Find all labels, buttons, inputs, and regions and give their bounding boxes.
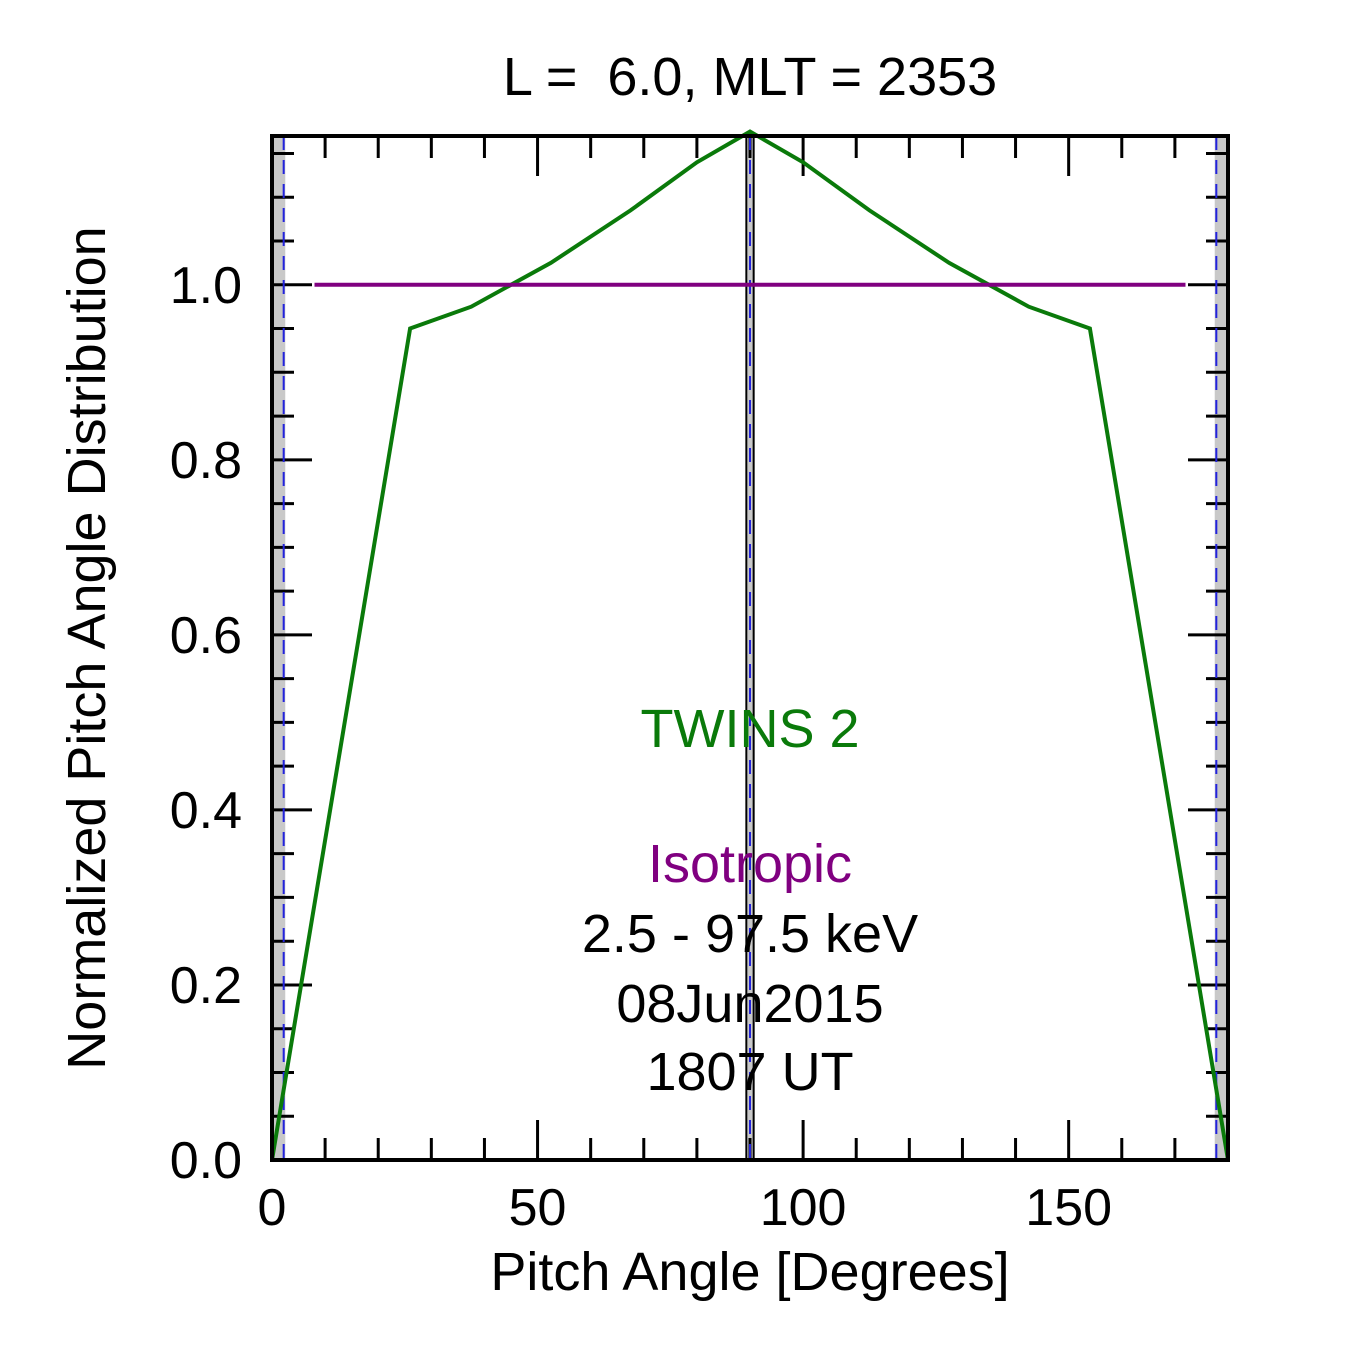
annotation-label: Isotropic <box>648 834 852 894</box>
chart-title: L = 6.0, MLT = 2353 <box>503 47 997 107</box>
tick-labels: 0 50 100 150 0.0 0.2 0.4 0.6 0.8 1.0 <box>170 257 1112 1237</box>
annotation-label: 2.5 - 97.5 keV <box>582 904 918 964</box>
reference-lines <box>282 136 1218 1160</box>
annotations: TWINS 2 Isotropic 2.5 - 97.5 keV 08Jun2015 1… <box>582 699 918 1102</box>
y-axis-label: Normalized Pitch Angle Distribution <box>57 226 117 1069</box>
y-tick-label: 1.0 <box>170 257 242 315</box>
x-tick-label: 0 <box>258 1179 287 1237</box>
x-tick-label: 50 <box>509 1179 567 1237</box>
loss-cone-band <box>1214 136 1228 1160</box>
loss-cone-band <box>272 136 286 1160</box>
y-tick-label: 0.0 <box>170 1132 242 1190</box>
x-axis-label: Pitch Angle [Degrees] <box>490 1242 1009 1302</box>
annotation-label: 1807 UT <box>646 1042 853 1102</box>
x-tick-label: 100 <box>760 1179 847 1237</box>
x-tick-label: 150 <box>1025 1179 1112 1237</box>
y-tick-label: 0.4 <box>170 782 242 840</box>
series-lines <box>270 129 1230 1161</box>
series-twins-2-line <box>270 129 1230 1161</box>
y-tick-label: 0.2 <box>170 957 242 1015</box>
annotation-label: 08Jun2015 <box>616 974 883 1034</box>
y-tick-label: 0.6 <box>170 607 242 665</box>
y-tick-label: 0.8 <box>170 432 242 490</box>
annotation-label: TWINS 2 <box>640 699 859 759</box>
plot-frame <box>270 134 1230 1162</box>
